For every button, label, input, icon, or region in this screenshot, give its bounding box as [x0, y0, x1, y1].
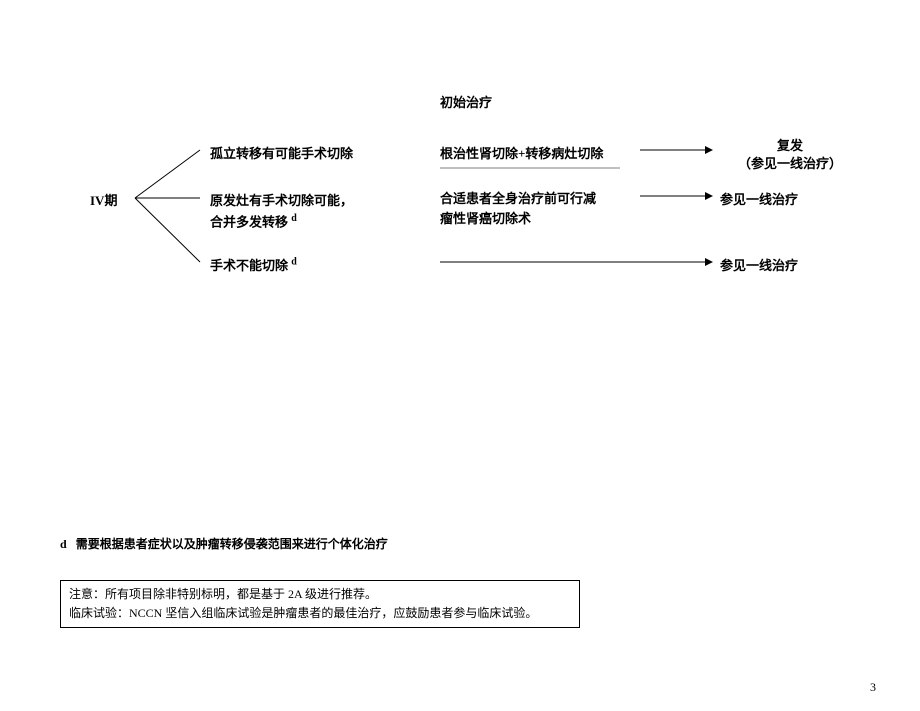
notice-line2: 临床试验：NCCN 坚信入组临床试验是肿瘤患者的最佳治疗，应鼓励患者参与临床试验…: [69, 604, 571, 623]
notice-line1: 注意：所有项目除非特别标明，都是基于 2A 级进行推荐。: [69, 585, 571, 604]
branch3-outcome: 参见一线治疗: [720, 255, 798, 274]
footnote-text: 需要根据患者症状以及肿瘤转移侵袭范围来进行个体化治疗: [76, 537, 388, 551]
page: 初始治疗 IV期 孤立转移有可能手术切除 根治性肾切除+转移病灶切除 复发 （参…: [0, 0, 920, 711]
notice-box: 注意：所有项目除非特别标明，都是基于 2A 级进行推荐。 临床试验：NCCN 坚…: [60, 580, 580, 628]
page-number: 3: [870, 680, 876, 695]
footnote-letter: d: [60, 537, 67, 551]
footnote-d: d 需要根据患者症状以及肿瘤转移侵袭范围来进行个体化治疗: [60, 535, 388, 552]
